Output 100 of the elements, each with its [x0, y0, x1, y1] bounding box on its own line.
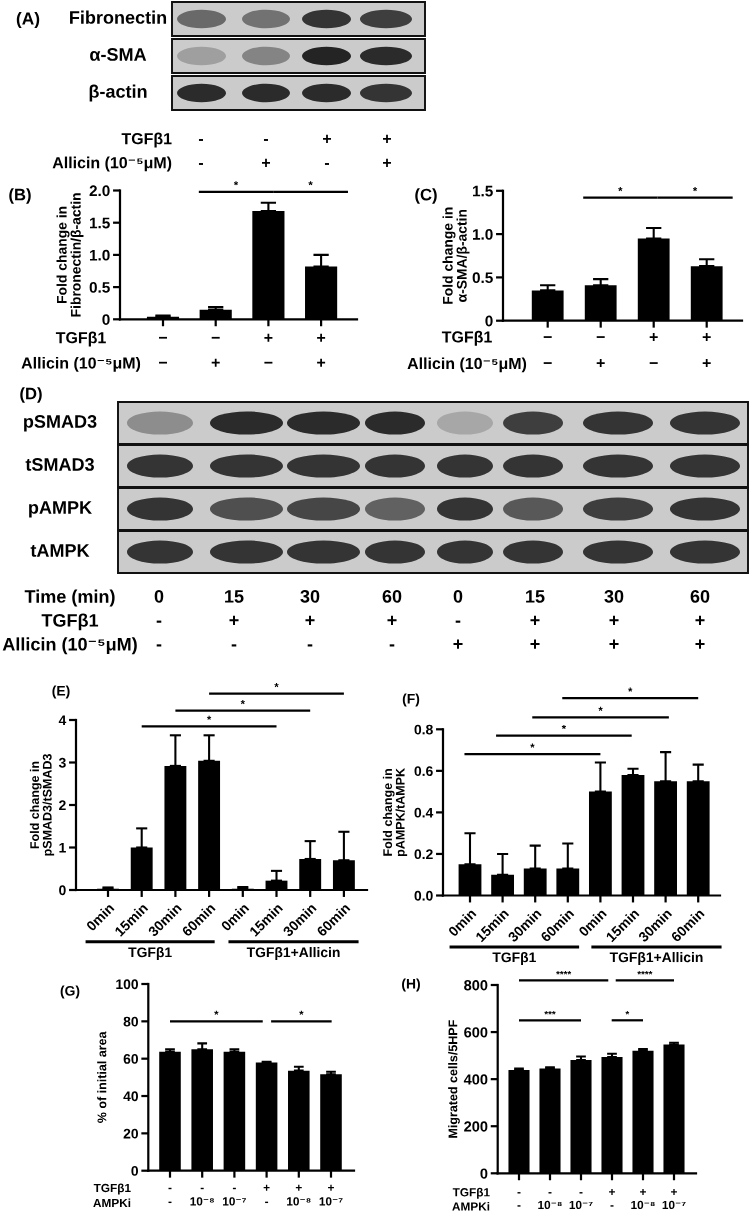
- y-tick-label: 0.0: [414, 890, 433, 901]
- y-tick-label: 200: [464, 1121, 488, 1132]
- y-axis-title: Migrated cells/5HPF: [448, 1020, 460, 1138]
- text: +: [262, 158, 271, 167]
- annotation: *: [299, 1010, 304, 1015]
- text: TGFβ1: [452, 1187, 490, 1199]
- y-tick-label: 0: [59, 885, 66, 896]
- annotation: *: [625, 1010, 630, 1015]
- y-tick-label: 0: [485, 315, 493, 327]
- y-tick-label: 60: [123, 1054, 139, 1064]
- annotation: ***: [544, 1010, 556, 1015]
- y-axis-title: Fold change in α-SMA/β-actin: [442, 207, 470, 304]
- chart-title: (B): [9, 188, 31, 204]
- y-tick-label: 0.8: [414, 724, 433, 735]
- chart-title: (E): [52, 685, 70, 699]
- y-tick-label: 2.0: [89, 185, 110, 197]
- text: *: [308, 181, 313, 186]
- text: -: [198, 139, 204, 141]
- text: tSMAD3: [25, 458, 94, 471]
- y-tick-label: 0: [480, 1168, 488, 1179]
- y-tick-label: 0.5: [472, 272, 493, 284]
- text: +: [383, 158, 392, 167]
- x-tick-label: + -: [609, 1188, 615, 1207]
- y-axis-title: Fold change in Fibronectin/β-actin: [56, 193, 84, 317]
- y-tick-label: 2: [59, 800, 66, 811]
- text: *: [240, 700, 245, 705]
- category-label: 30 + +: [604, 589, 624, 649]
- category-label: − −: [543, 336, 552, 364]
- text: TGFβ1: [41, 613, 99, 631]
- annotation: *: [692, 187, 698, 192]
- text: Allicin (10⁻⁵μM): [52, 156, 172, 172]
- chart-title: (H): [402, 978, 420, 992]
- text: *: [628, 687, 633, 692]
- x-tick-label: + 10⁻⁸: [631, 1188, 655, 1210]
- text: ****: [637, 970, 653, 975]
- text: +: [323, 134, 332, 143]
- y-tick-label: 0: [102, 314, 110, 325]
- chart-title: (C): [415, 188, 437, 204]
- text: TGFβ1: [492, 952, 536, 965]
- text: tAMPK: [30, 544, 90, 557]
- text: β-actin: [89, 84, 147, 102]
- text: -: [198, 163, 204, 165]
- text: α-SMA: [90, 48, 147, 61]
- y-tick-label: 1.5: [473, 185, 493, 197]
- text: *: [561, 724, 567, 730]
- category-label: 15 + +: [526, 590, 545, 649]
- text: AMPKi: [452, 1202, 490, 1211]
- y-tick-label: 400: [463, 1074, 488, 1085]
- text: (A): [16, 11, 40, 29]
- text: *: [598, 706, 603, 711]
- y-axis-title: % of initial area: [97, 1031, 107, 1123]
- y-tick-label: 1.0: [90, 249, 110, 261]
- y-tick-label: 40: [123, 1091, 139, 1102]
- text: *: [274, 683, 279, 688]
- text: pAMPK: [29, 501, 92, 518]
- text: TGFβ1+Allicin: [609, 952, 703, 965]
- y-axis-title: Fold change in pAMPK/tAMPK: [382, 768, 408, 857]
- x-tick-label: + +: [317, 333, 326, 367]
- x-tick-label: + 10⁻⁷: [662, 1188, 686, 1210]
- category-label: − −: [159, 336, 168, 364]
- y-tick-label: 1.0: [473, 228, 493, 240]
- text: TGFβ1: [441, 330, 492, 346]
- x-tick-label: - 10⁻⁸: [190, 1187, 214, 1206]
- y-tick-label: 1: [59, 842, 66, 853]
- chart-title: (F): [402, 693, 420, 707]
- y-axis-title: Fold change in pSMAD3/tSMAD3: [29, 754, 55, 856]
- text: Allicin (10⁻⁵μM): [21, 356, 141, 372]
- category-label: 0 - -: [154, 589, 164, 647]
- x-tick-label: - 10⁻⁷: [223, 1187, 247, 1206]
- category-label: 60 + -: [382, 589, 402, 647]
- y-tick-label: 800: [464, 980, 488, 991]
- text: TGFβ1: [93, 1183, 131, 1195]
- y-tick-label: 600: [464, 1027, 488, 1038]
- chart-title: (G): [60, 985, 80, 999]
- text: TGFβ1+Allicin: [246, 947, 340, 960]
- text: AMPKi: [93, 1198, 131, 1208]
- annotation: *: [214, 1010, 219, 1015]
- text: (D): [20, 387, 42, 403]
- y-tick-label: 80: [123, 1016, 139, 1027]
- text: pSMAD3: [24, 415, 97, 432]
- category-label: + −: [264, 333, 273, 364]
- text: ****: [556, 970, 572, 975]
- text: Time (min): [24, 589, 115, 607]
- y-tick-label: 3: [58, 757, 66, 768]
- x-tick-label: + +: [702, 333, 711, 368]
- category-label: 0 - +: [453, 589, 463, 649]
- y-tick-label: 1.5: [90, 217, 110, 229]
- x-tick-label: + 10⁻⁸: [287, 1184, 311, 1206]
- annotation: *: [618, 187, 623, 192]
- text: TGFβ1: [128, 947, 172, 960]
- text: +: [383, 134, 392, 143]
- y-tick-label: 0.4: [414, 807, 434, 818]
- category-label: 15 + -: [225, 590, 244, 647]
- text: *: [206, 715, 212, 720]
- y-tick-label: 0.2: [414, 849, 433, 860]
- y-tick-label: 100: [116, 979, 139, 990]
- text: Allicin (10⁻⁵μM): [2, 637, 137, 655]
- text: TGFβ1: [121, 132, 172, 148]
- x-tick-label: + 10⁻⁷: [319, 1184, 343, 1206]
- y-tick-label: 0.6: [414, 766, 433, 777]
